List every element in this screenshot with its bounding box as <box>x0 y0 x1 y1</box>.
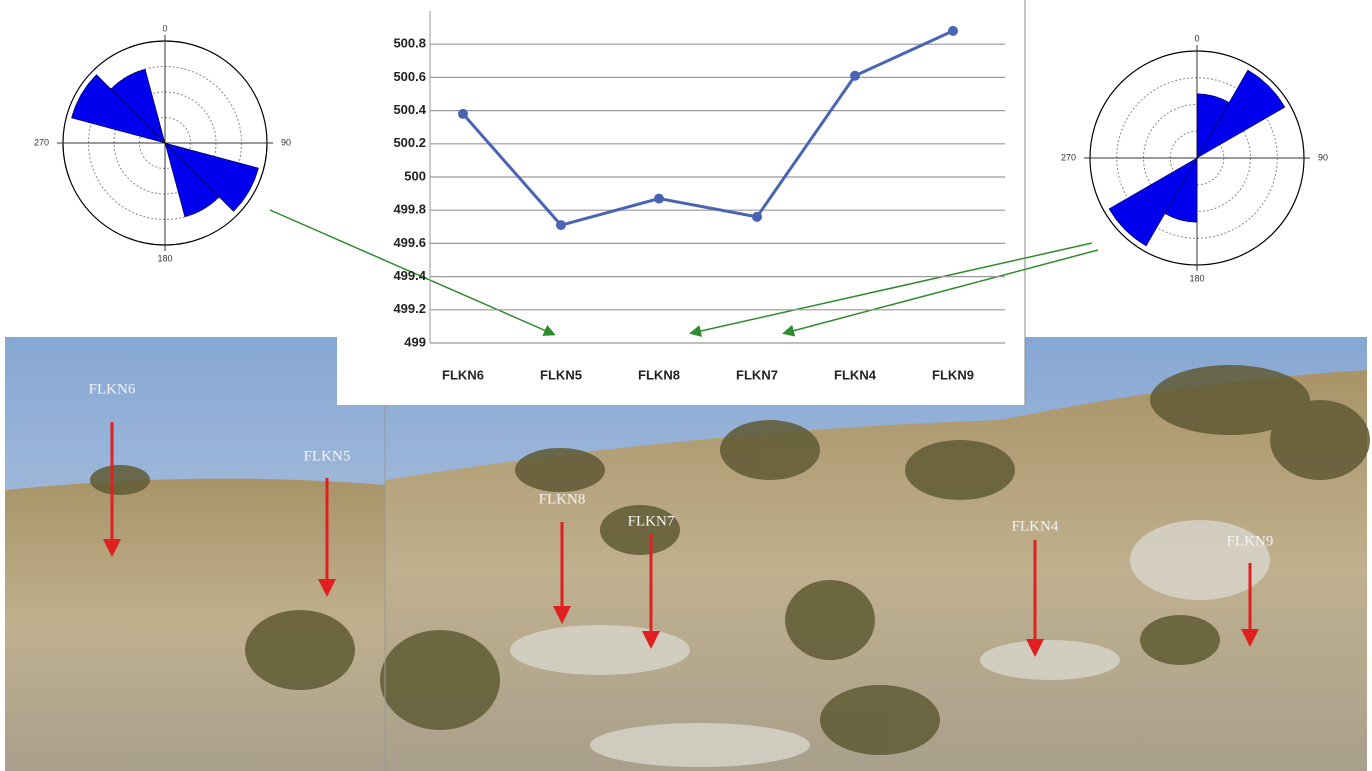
photo-label: FLKN8 <box>539 491 586 507</box>
rose-petal <box>164 142 259 212</box>
photo-label: FLKN9 <box>1227 533 1274 549</box>
data-point <box>850 70 860 81</box>
data-point <box>458 108 468 119</box>
y-tick-label: 499.4 <box>393 268 426 283</box>
rose-petal <box>164 142 220 218</box>
y-tick-label: 499 <box>404 334 426 349</box>
y-tick-label: 499.2 <box>393 301 426 316</box>
field-photo <box>5 337 1370 771</box>
data-line <box>461 29 954 227</box>
x-tick-label: FLKN6 <box>442 367 484 382</box>
photo-label: FLKN4 <box>1012 518 1059 534</box>
x-tick-label: FLKN4 <box>834 367 877 382</box>
angle-label: 270 <box>34 137 49 147</box>
data-point <box>556 220 566 231</box>
photo-label: FLKN6 <box>89 381 136 397</box>
rose-petal <box>1196 69 1286 159</box>
angle-label: 0 <box>1194 33 1199 43</box>
angle-label: 0 <box>162 23 167 33</box>
x-tick-label: FLKN8 <box>638 367 680 382</box>
angle-label: 270 <box>1061 152 1076 162</box>
angle-label: 90 <box>281 137 291 147</box>
rose-petal <box>110 68 166 144</box>
rose-petal <box>1108 157 1198 247</box>
data-point <box>654 193 664 204</box>
y-tick-label: 500.6 <box>393 69 426 84</box>
rose-petal <box>71 74 166 144</box>
y-tick-label: 499.6 <box>393 235 426 250</box>
x-tick-label: FLKN5 <box>540 367 582 382</box>
angle-label: 180 <box>157 253 172 263</box>
photo-label: FLKN5 <box>304 448 351 464</box>
angle-label: 90 <box>1318 152 1328 162</box>
x-tick-label: FLKN9 <box>932 367 974 382</box>
data-point <box>752 211 762 222</box>
y-tick-label: 500.4 <box>393 102 426 117</box>
green-arrows <box>269 209 1099 337</box>
x-tick-label: FLKN7 <box>736 367 778 382</box>
angle-label: 180 <box>1189 273 1204 283</box>
y-tick-label: 500.8 <box>393 36 426 51</box>
photo-label: FLKN7 <box>628 513 675 529</box>
y-tick-label: 499.8 <box>393 202 426 217</box>
data-point <box>948 25 958 36</box>
y-tick-label: 500 <box>404 168 426 183</box>
y-tick-label: 500.2 <box>393 135 426 150</box>
